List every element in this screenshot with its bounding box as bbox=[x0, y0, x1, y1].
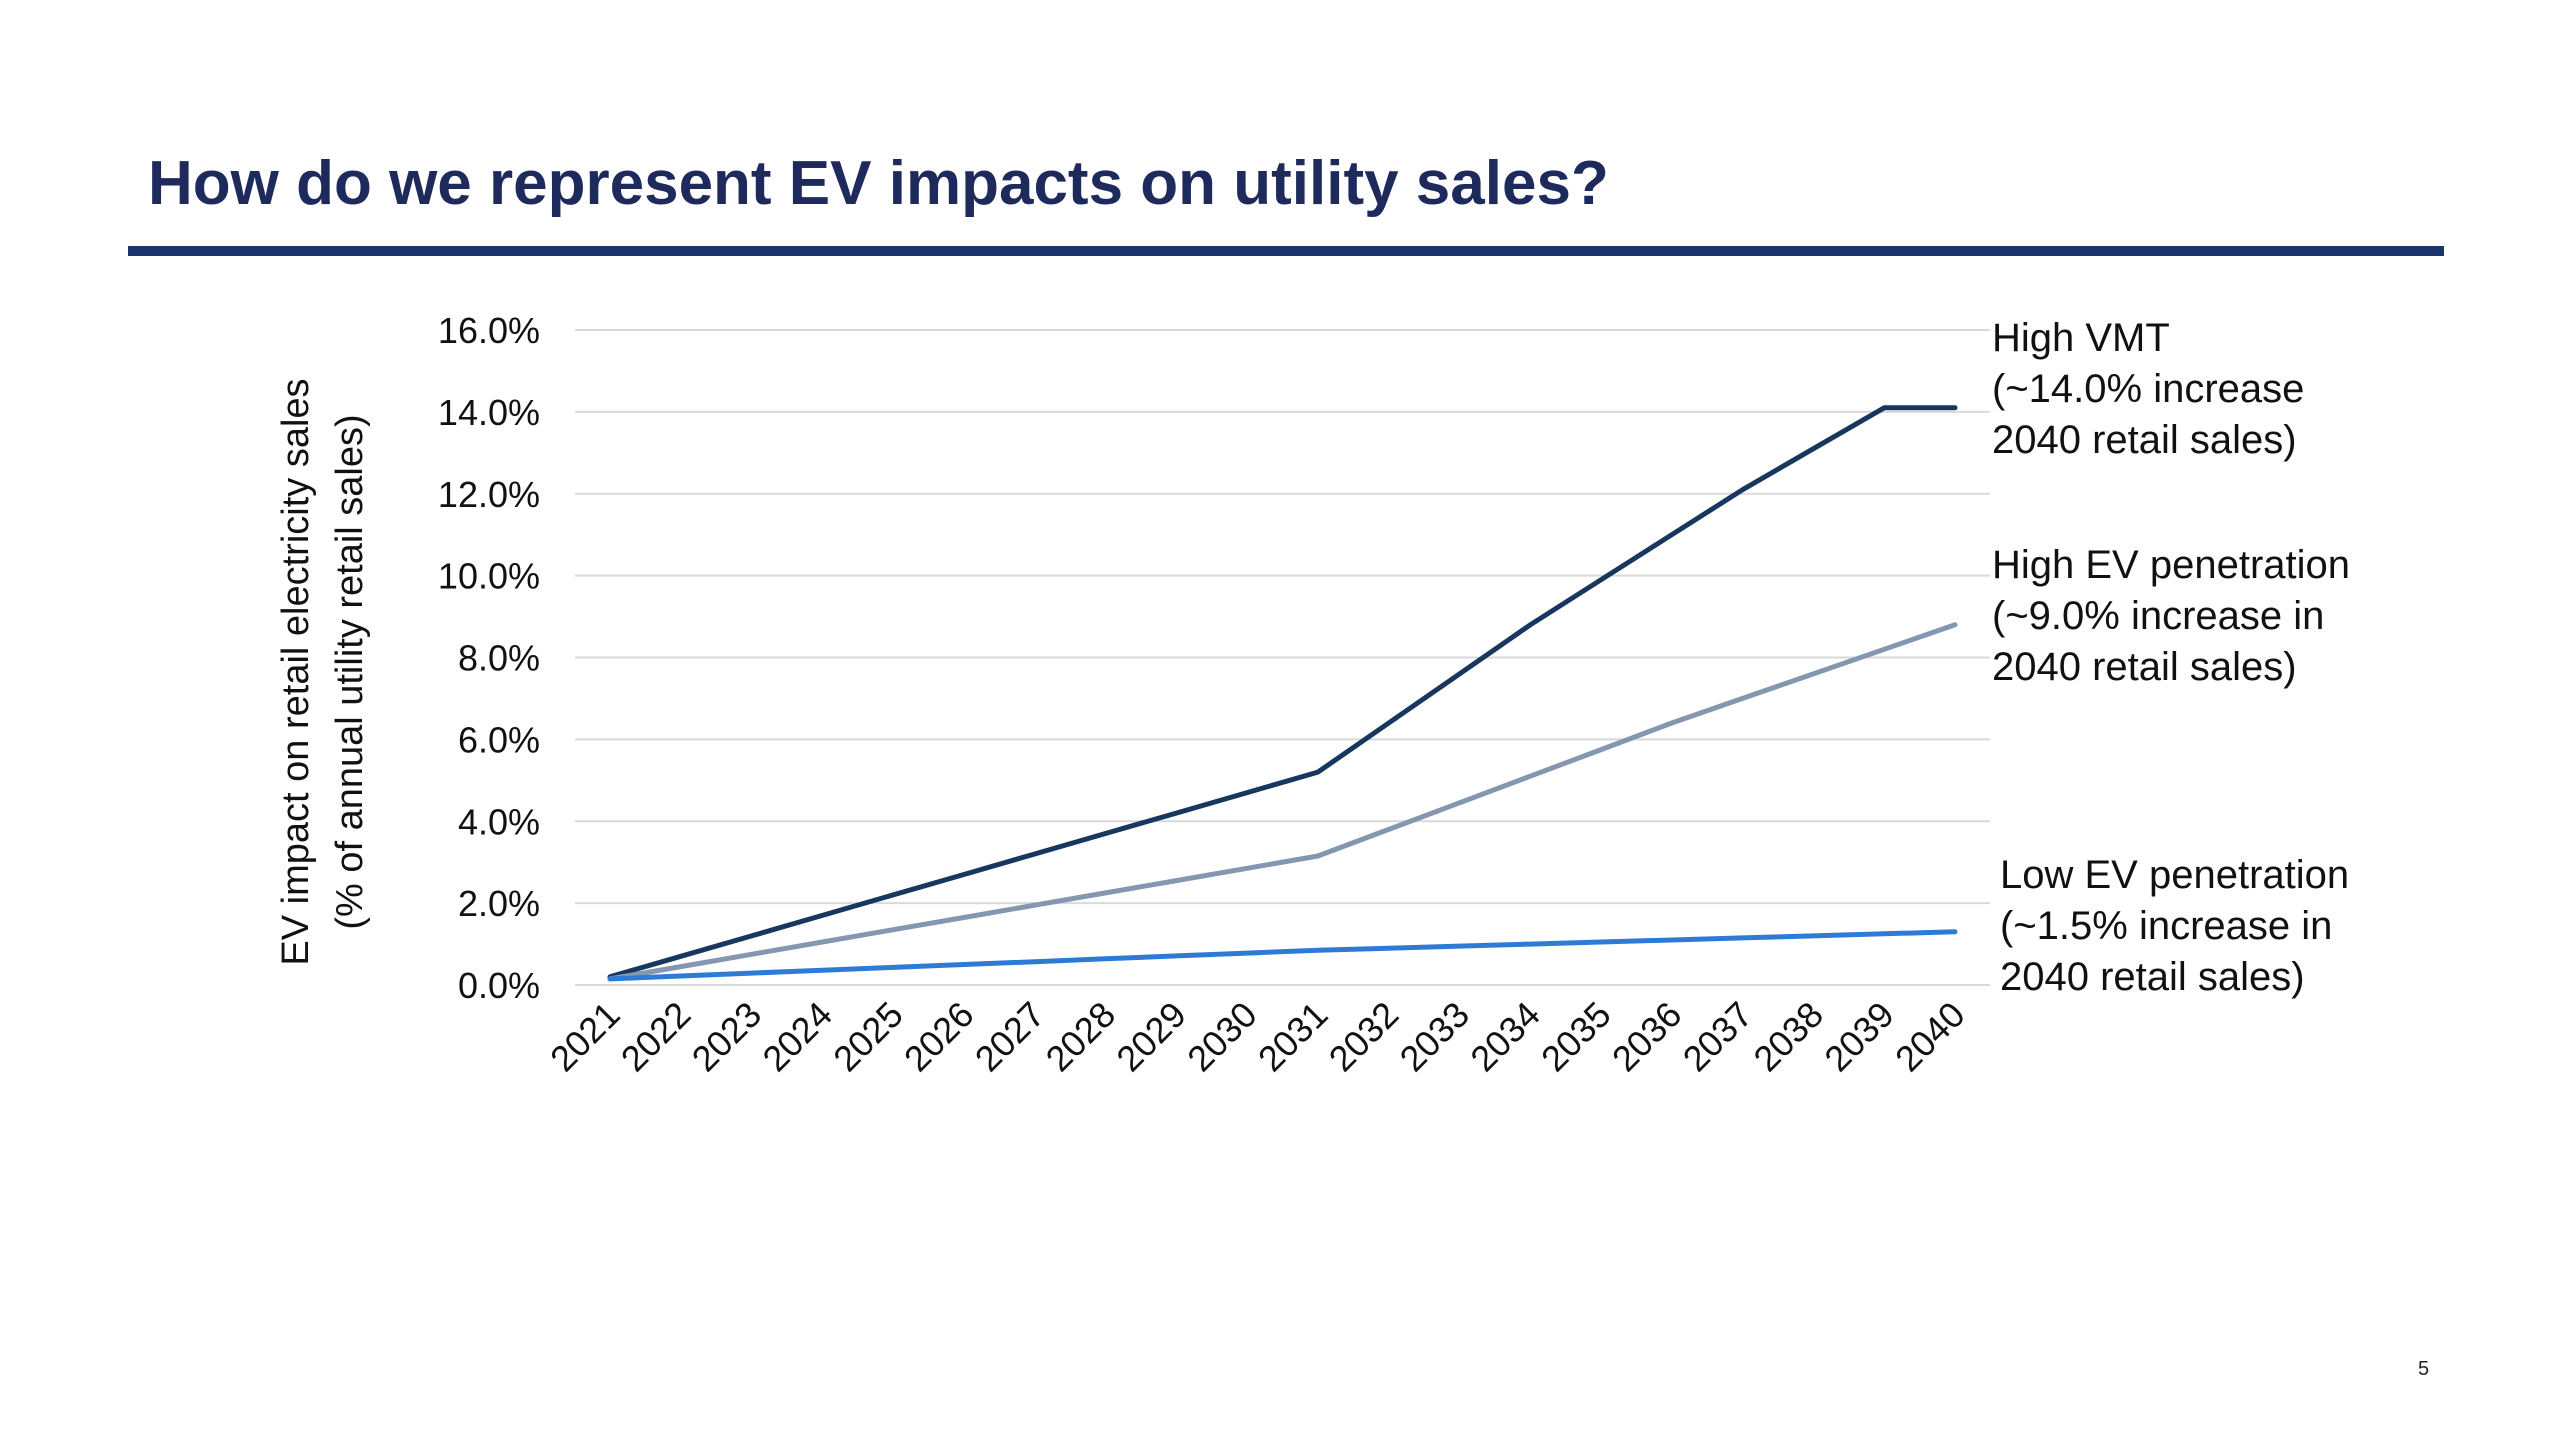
x-tick-label: 2023 bbox=[684, 994, 770, 1080]
x-tick-label: 2030 bbox=[1179, 994, 1265, 1080]
annotation-line: 2040 retail sales) bbox=[2000, 955, 2305, 999]
annotation-high-vmt: High VMT (~14.0% increase 2040 retail sa… bbox=[1992, 313, 2304, 466]
x-tick-label: 2025 bbox=[825, 994, 911, 1080]
title-rule bbox=[128, 246, 2444, 256]
y-tick-label: 0.0% bbox=[458, 965, 540, 1006]
annotation-line: (~1.5% increase in bbox=[2000, 904, 2333, 948]
x-tick-label: 2022 bbox=[613, 994, 699, 1080]
x-tick-label: 2027 bbox=[967, 994, 1053, 1080]
x-tick-label: 2024 bbox=[754, 994, 840, 1080]
x-tick-label: 2028 bbox=[1038, 994, 1124, 1080]
x-tick-label: 2029 bbox=[1108, 994, 1194, 1080]
annotation-line: 2040 retail sales) bbox=[1992, 418, 2297, 462]
annotation-high-ev-penetration: High EV penetration (~9.0% increase in 2… bbox=[1992, 540, 2350, 693]
annotation-line: High VMT bbox=[1992, 316, 2170, 360]
y-tick-label: 2.0% bbox=[458, 883, 540, 924]
page-number: 5 bbox=[2418, 1358, 2430, 1380]
y-tick-label: 14.0% bbox=[438, 392, 540, 433]
x-tick-label: 2037 bbox=[1675, 994, 1761, 1080]
series-line-high-vmt bbox=[607, 405, 1958, 980]
x-tick-label: 2036 bbox=[1604, 994, 1690, 1080]
x-tick-label: 2035 bbox=[1533, 994, 1619, 1080]
x-tick-label: 2040 bbox=[1887, 994, 1973, 1080]
y-axis-label: EV impact on retail electricity sales bbox=[275, 378, 317, 965]
series-line-low-ev-penetration bbox=[607, 929, 1958, 982]
y-tick-label: 16.0% bbox=[438, 310, 540, 351]
x-tick-label: 2021 bbox=[542, 994, 628, 1080]
annotation-low-ev-penetration: Low EV penetration (~1.5% increase in 20… bbox=[2000, 850, 2349, 1003]
series-line-high-ev-penetration bbox=[607, 622, 1958, 982]
annotation-line: High EV penetration bbox=[1992, 543, 2351, 587]
annotation-line: Low EV penetration bbox=[2000, 853, 2350, 897]
annotation-line: (~9.0% increase in bbox=[1992, 594, 2325, 638]
y-tick-label: 12.0% bbox=[438, 474, 540, 515]
x-tick-label: 2033 bbox=[1392, 994, 1478, 1080]
x-tick-label: 2026 bbox=[896, 994, 982, 1080]
y-tick-label: 4.0% bbox=[458, 801, 540, 842]
y-tick-label: 10.0% bbox=[438, 556, 540, 597]
x-tick-label: 2038 bbox=[1745, 994, 1831, 1080]
annotation-line: 2040 retail sales) bbox=[1992, 645, 2297, 689]
x-tick-label: 2032 bbox=[1321, 994, 1407, 1080]
y-tick-label: 8.0% bbox=[458, 638, 540, 679]
x-tick-label: 2034 bbox=[1462, 994, 1548, 1080]
annotation-line: (~14.0% increase bbox=[1992, 367, 2305, 411]
x-tick-label: 2031 bbox=[1250, 994, 1336, 1080]
slide-title: How do we represent EV impacts on utilit… bbox=[148, 149, 1609, 218]
x-tick-label: 2039 bbox=[1816, 994, 1902, 1080]
y-axis-label: (% of annual utility retail sales) bbox=[329, 414, 371, 929]
y-tick-label: 6.0% bbox=[458, 719, 540, 760]
